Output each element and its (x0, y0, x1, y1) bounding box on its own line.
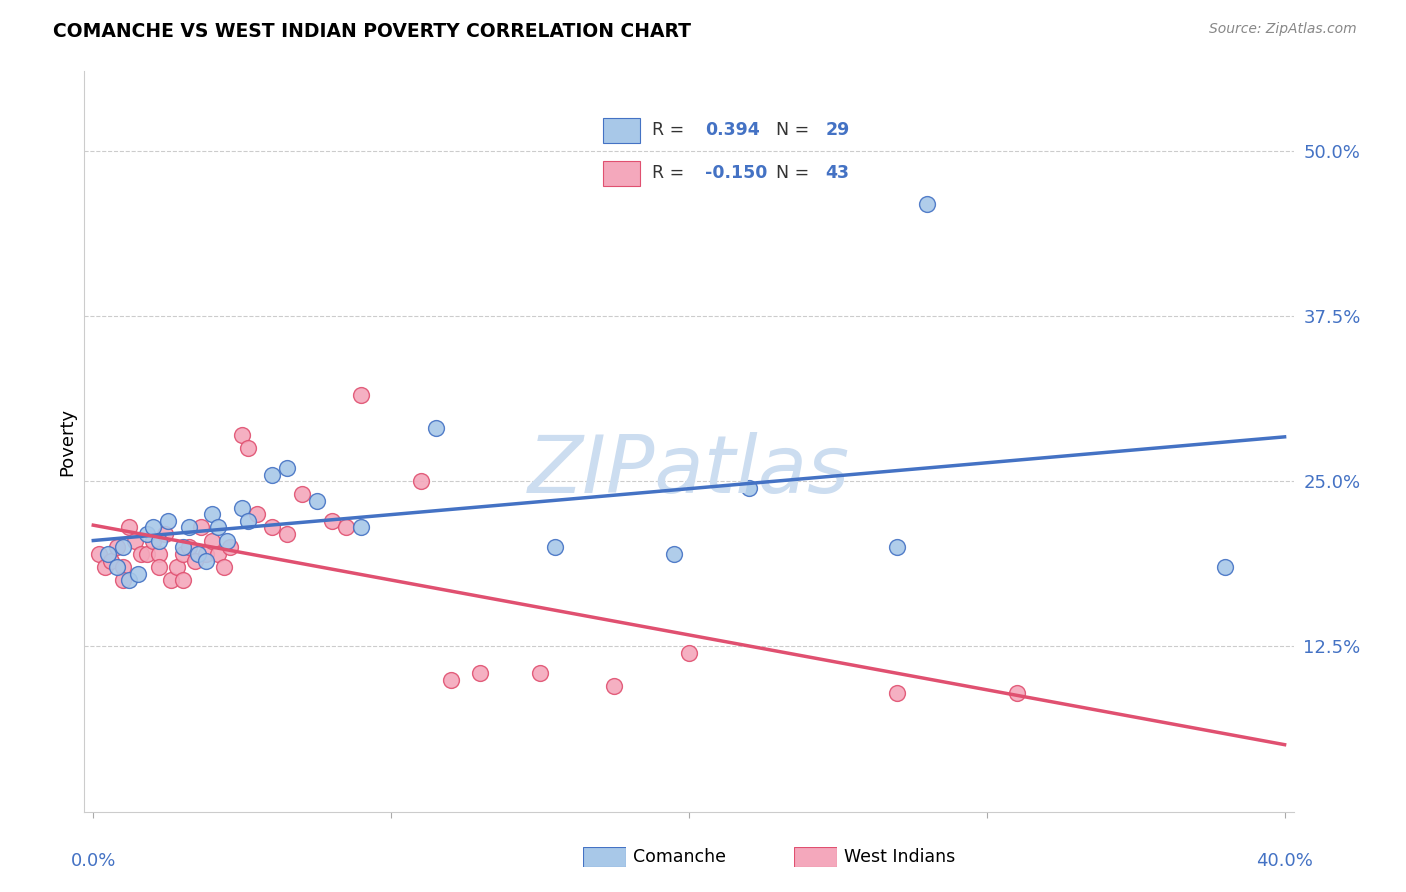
Point (350, 388, 373, 402)
Point (135, 547, 157, 561)
Point (335, 520, 357, 534)
Point (276, 461, 298, 475)
Text: West Indians: West Indians (844, 848, 955, 866)
Point (148, 560, 170, 574)
Point (172, 541, 194, 555)
Point (1213, 560, 1236, 574)
Text: 29: 29 (825, 121, 849, 139)
Point (183, 553, 205, 567)
Point (321, 514, 343, 528)
FancyBboxPatch shape (603, 118, 640, 143)
Text: N =: N = (776, 121, 810, 139)
Point (915, 196, 938, 211)
Point (195, 553, 218, 567)
Point (89, 547, 111, 561)
Point (127, 566, 149, 581)
Point (219, 541, 242, 555)
Point (350, 520, 373, 534)
Point (207, 520, 229, 534)
Text: COMANCHE VS WEST INDIAN POVERTY CORRELATION CHART: COMANCHE VS WEST INDIAN POVERTY CORRELAT… (53, 22, 692, 41)
Point (142, 520, 165, 534)
Point (529, 665, 551, 680)
Point (217, 533, 239, 548)
Text: R =: R = (652, 121, 685, 139)
Point (97, 547, 120, 561)
Point (231, 428, 253, 442)
Point (662, 547, 685, 561)
Point (172, 574, 194, 588)
Point (207, 547, 229, 561)
Point (440, 673, 463, 687)
Point (260, 467, 283, 482)
Point (148, 533, 170, 548)
Point (94, 560, 117, 574)
Point (291, 487, 314, 501)
Text: R =: R = (652, 164, 685, 182)
Point (100, 553, 122, 567)
Text: -0.150: -0.150 (704, 164, 768, 182)
Point (886, 541, 908, 555)
Point (112, 541, 135, 555)
Point (544, 541, 567, 555)
Text: N =: N = (776, 164, 810, 182)
Point (238, 514, 260, 528)
Text: Comanche: Comanche (633, 848, 725, 866)
Text: 0.394: 0.394 (704, 121, 759, 139)
Point (166, 560, 188, 574)
Point (153, 527, 176, 541)
Point (118, 574, 141, 588)
Point (886, 686, 908, 700)
Y-axis label: Poverty: Poverty (58, 408, 76, 475)
Point (201, 533, 224, 548)
Point (603, 679, 626, 693)
FancyBboxPatch shape (603, 161, 640, 186)
Text: 0.0%: 0.0% (70, 853, 115, 871)
Point (246, 508, 269, 522)
Point (214, 560, 236, 574)
Point (260, 520, 283, 534)
Point (305, 494, 328, 508)
Point (105, 541, 128, 555)
Text: Source: ZipAtlas.com: Source: ZipAtlas.com (1209, 22, 1357, 37)
Point (112, 574, 135, 588)
Point (156, 514, 179, 528)
Point (129, 547, 152, 561)
Point (105, 560, 128, 574)
Point (195, 547, 218, 561)
Point (124, 533, 146, 548)
Point (737, 481, 759, 495)
Point (112, 560, 135, 574)
Point (409, 474, 432, 488)
Point (678, 646, 700, 660)
Point (276, 527, 298, 541)
Point (201, 508, 224, 522)
Point (190, 520, 212, 534)
Text: ZIPatlas: ZIPatlas (527, 432, 851, 510)
Point (425, 421, 447, 435)
Point (186, 547, 208, 561)
Point (177, 541, 200, 555)
Point (1005, 686, 1028, 700)
Text: 40.0%: 40.0% (1256, 853, 1313, 871)
Point (142, 533, 165, 548)
Point (135, 527, 157, 541)
Point (148, 547, 170, 561)
Point (238, 441, 260, 455)
Point (470, 665, 492, 680)
Point (118, 520, 141, 534)
Point (172, 547, 194, 561)
Text: 43: 43 (825, 164, 849, 182)
Point (177, 520, 200, 534)
Point (231, 500, 253, 515)
Point (159, 574, 181, 588)
